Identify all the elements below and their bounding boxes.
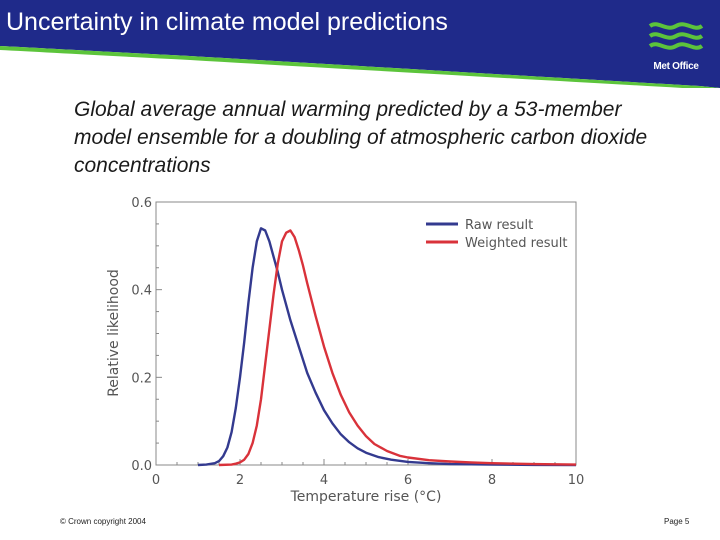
series-line-weighted-result — [218, 229, 577, 467]
legend-label: Raw result — [465, 218, 533, 233]
x-tick-label: 4 — [320, 473, 328, 488]
met-office-logo: Met Office — [644, 12, 708, 76]
chart-legend: Raw result Weighted result — [426, 218, 567, 251]
logo-wave — [648, 32, 704, 40]
header-swoosh — [0, 0, 720, 88]
slide-subtitle: Global average annual warming predicted … — [74, 98, 648, 177]
slide-title: Uncertainty in climate model predictions — [6, 8, 448, 36]
legend-label: Weighted result — [465, 236, 567, 251]
copyright-notice: © Crown copyright 2004 — [60, 517, 146, 526]
series-lines — [197, 227, 577, 467]
page-number: Page 5 — [664, 517, 690, 526]
x-tick-label: 10 — [568, 473, 585, 488]
series-line-raw-result — [197, 227, 577, 467]
y-tick-label: 0.0 — [131, 459, 152, 474]
x-tick-label: 0 — [152, 473, 160, 488]
logo-wave — [648, 42, 704, 50]
y-tick-label: 0.4 — [131, 284, 152, 299]
x-tick-label: 2 — [236, 473, 244, 488]
x-axis-label: Temperature rise (°C) — [290, 489, 442, 505]
logo-text: Met Office — [653, 61, 699, 72]
y-axis-label: Relative likelihood — [106, 269, 122, 397]
y-tick-label: 0.2 — [131, 371, 152, 386]
header-background — [0, 0, 720, 88]
header-banner: Uncertainty in climate model predictions… — [0, 0, 720, 88]
y-tick-label: 0.6 — [131, 196, 152, 211]
likelihood-chart: 0 2 4 6 8 10 0.0 0.2 0.4 0.6 Temperature rise (°C… — [106, 196, 585, 505]
x-tick-label: 8 — [488, 473, 496, 488]
logo-wave — [648, 22, 704, 30]
met-office-waves-icon — [648, 22, 704, 50]
header-green-stripe — [0, 46, 720, 88]
x-tick-label: 6 — [404, 473, 412, 488]
